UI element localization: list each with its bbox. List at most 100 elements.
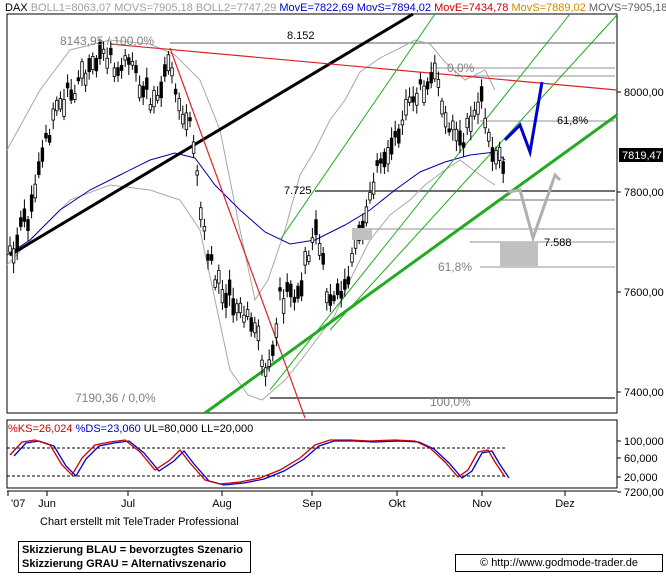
candle-body bbox=[33, 183, 37, 199]
candle-body bbox=[65, 82, 70, 89]
symbol-label: DAX bbox=[5, 2, 31, 14]
candle-body bbox=[83, 72, 88, 86]
stochastic-d-line bbox=[13, 440, 510, 486]
candle-body bbox=[62, 99, 66, 117]
candle-body bbox=[296, 285, 300, 299]
price-tick-label: 7400,00 bbox=[624, 387, 664, 399]
time-tick-label: Dez bbox=[555, 498, 575, 510]
blue-scenario-path bbox=[503, 81, 544, 158]
green-channel-line bbox=[269, 13, 571, 391]
candle-body bbox=[443, 112, 448, 128]
annotation-fib-0: 0,0% bbox=[447, 61, 475, 75]
candle-body bbox=[436, 79, 441, 88]
candle-body bbox=[141, 85, 145, 98]
price-tick-label: 7800,00 bbox=[624, 187, 664, 199]
candle-body bbox=[271, 344, 275, 356]
annotation-fib-618-lower: 61,8% bbox=[438, 260, 472, 274]
candle-body bbox=[343, 279, 347, 290]
candle-body bbox=[393, 130, 397, 138]
source-link[interactable]: © http://www.godmode-trader.de bbox=[455, 554, 663, 572]
candle-body bbox=[494, 150, 498, 165]
candle-body bbox=[47, 135, 52, 143]
candle-body bbox=[8, 245, 12, 253]
candle-body bbox=[375, 160, 379, 166]
candle-body bbox=[55, 100, 59, 112]
bollinger-upper-band bbox=[6, 39, 496, 302]
indicator-value: BOLL1=8063,07 bbox=[31, 2, 115, 14]
candle-body bbox=[260, 359, 264, 367]
candle-body bbox=[15, 234, 19, 251]
candle-body bbox=[58, 98, 63, 110]
candle-body bbox=[238, 302, 243, 314]
candle-body bbox=[130, 60, 135, 66]
candle-body bbox=[350, 253, 354, 263]
candle-body bbox=[184, 112, 189, 131]
annotation-7588: 7.588 bbox=[544, 237, 572, 249]
candle-body bbox=[220, 289, 225, 304]
last-price-label: 7819,47 bbox=[622, 150, 662, 162]
candle-body bbox=[281, 298, 286, 314]
candle-body bbox=[476, 101, 480, 115]
annotation-fib-618-upper: 61,8% bbox=[557, 115, 588, 127]
candle-body bbox=[314, 219, 318, 236]
black-trendline bbox=[9, 12, 414, 257]
candle-body bbox=[22, 208, 27, 222]
candle-body bbox=[346, 276, 351, 285]
candle-body bbox=[242, 314, 246, 323]
candle-body bbox=[501, 161, 505, 174]
grey-scenario-path bbox=[507, 172, 562, 244]
stochastic-legend: %KS=26,024 %DS=23,060 UL=80,000 LL=20,00… bbox=[8, 423, 253, 435]
green-channel-line bbox=[279, 13, 436, 241]
candle-body bbox=[472, 109, 477, 117]
candle-body bbox=[202, 226, 207, 232]
candle-body bbox=[454, 128, 459, 142]
stochastic-legend-item: UL=80,000 bbox=[144, 423, 201, 435]
candle-body bbox=[123, 55, 127, 61]
candle-body bbox=[422, 85, 426, 103]
scenario-blue-label: Skizzierung BLAU = bevorzugtes Szenario bbox=[22, 544, 243, 556]
stochastic-k-line bbox=[9, 439, 506, 485]
last-price-box bbox=[619, 148, 663, 162]
candle-body bbox=[227, 279, 232, 296]
candle-body bbox=[310, 237, 315, 243]
indicator-value: MovE=7434,78 bbox=[434, 2, 511, 14]
green-support-line bbox=[204, 113, 618, 415]
candle-body bbox=[307, 255, 311, 262]
stochastic-tick-label: 60,000 bbox=[624, 453, 658, 465]
candle-body bbox=[224, 292, 228, 308]
candle-body bbox=[170, 67, 174, 77]
red-resistance-line bbox=[109, 43, 618, 91]
candle-body bbox=[397, 128, 401, 144]
candle-body bbox=[191, 141, 196, 154]
candle-body bbox=[479, 86, 484, 102]
candle-body bbox=[112, 67, 117, 78]
candle-body bbox=[289, 283, 293, 298]
candle-body bbox=[155, 94, 160, 101]
candle-body bbox=[145, 77, 149, 90]
time-tick-label: Jul bbox=[121, 498, 135, 510]
candle-body bbox=[339, 290, 343, 299]
candle-body bbox=[159, 81, 163, 99]
candle-body bbox=[429, 72, 433, 84]
candle-body bbox=[425, 81, 430, 90]
candle-body bbox=[213, 279, 217, 288]
candle-body bbox=[325, 291, 329, 304]
price-tick-label: 8000,00 bbox=[624, 87, 664, 99]
candle-body bbox=[235, 303, 239, 314]
price-tick-label: 7200,00 bbox=[624, 487, 664, 499]
candle-body bbox=[109, 47, 113, 56]
candle-body bbox=[69, 89, 73, 101]
annotation-low: 7190,36 / 0,0% bbox=[75, 391, 156, 405]
candle-body bbox=[263, 367, 268, 377]
annotation-8152: 8.152 bbox=[287, 30, 315, 42]
chart-credit: Chart erstellt mit TeleTrader Profession… bbox=[40, 516, 239, 528]
annotation-fib-100: 100,0% bbox=[430, 395, 471, 409]
candle-body bbox=[217, 270, 221, 284]
indicator-value: MovS=7894,02 bbox=[357, 2, 434, 14]
time-tick-label: Jun bbox=[38, 498, 56, 510]
candle-body bbox=[245, 309, 250, 317]
candle-body bbox=[321, 253, 325, 265]
candle-body bbox=[134, 65, 138, 74]
stochastic-panel-frame bbox=[6, 419, 618, 489]
